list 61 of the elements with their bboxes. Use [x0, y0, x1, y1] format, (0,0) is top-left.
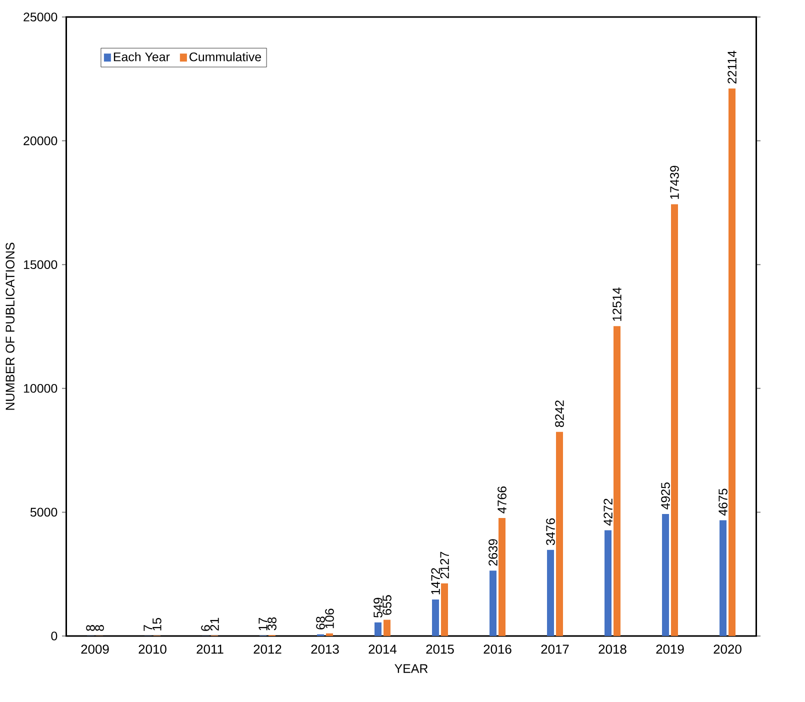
- bar: [728, 88, 736, 636]
- data-label: 12514: [612, 288, 622, 321]
- bar: [326, 633, 333, 636]
- data-label: 655: [382, 595, 392, 615]
- data-label: 22114: [728, 50, 736, 84]
- x-tick-label: 2015: [426, 644, 454, 654]
- bar: [662, 514, 670, 636]
- y-axis-title: NUMBER OF PUBLICATIONS: [6, 242, 15, 410]
- x-tick-label: 2014: [368, 644, 397, 654]
- data-label: 8: [86, 625, 95, 631]
- data-label: 21: [210, 618, 219, 631]
- data-label: 68: [316, 616, 325, 630]
- bar: [604, 530, 612, 636]
- x-tick-label: 2019: [656, 644, 684, 654]
- y-tick-label: 10000: [24, 384, 58, 393]
- data-label: 106: [325, 608, 334, 628]
- x-tick-label: 2010: [138, 644, 166, 654]
- x-tick-label: 2016: [484, 644, 512, 654]
- bar: [490, 570, 497, 636]
- bar: [614, 326, 621, 636]
- y-tick-label: 25000: [24, 12, 58, 22]
- data-label: 1472: [431, 568, 440, 594]
- data-label: 4675: [718, 488, 728, 516]
- data-label: 3476: [546, 518, 555, 546]
- x-tick-label: 2011: [196, 644, 224, 654]
- data-label: 17439: [670, 166, 679, 199]
- data-label: 38: [268, 617, 276, 630]
- x-tick-label: 2018: [598, 644, 626, 654]
- data-label: 6: [201, 625, 210, 631]
- data-label: 15: [152, 618, 162, 630]
- data-label: 8242: [555, 400, 564, 428]
- data-label: 2639: [488, 539, 498, 566]
- bar: [441, 583, 448, 636]
- data-label: 7: [144, 625, 152, 631]
- x-tick-label: 2009: [81, 644, 109, 654]
- x-tick-label: 2012: [254, 644, 282, 654]
- bar: [547, 550, 554, 636]
- legend-label: Each Year: [114, 52, 170, 62]
- data-label: 4272: [604, 498, 612, 526]
- bar: [720, 520, 727, 636]
- y-tick-label: 15000: [24, 260, 58, 270]
- legend-label: Cummulative: [190, 52, 262, 62]
- bar: [498, 518, 506, 636]
- x-tick-label: 2013: [311, 644, 339, 654]
- bar: [556, 432, 564, 636]
- data-label: 4766: [498, 486, 506, 514]
- x-tick-label: 2020: [714, 644, 742, 654]
- data-label: 4925: [661, 482, 670, 510]
- y-tick-label: 0: [51, 632, 58, 640]
- bar: [374, 622, 382, 636]
- x-tick-label: 2017: [541, 644, 569, 654]
- bar: [671, 204, 678, 636]
- data-label: 17: [258, 618, 268, 630]
- bar: [432, 600, 440, 636]
- data-label: 8: [95, 625, 104, 631]
- bar: [384, 620, 390, 636]
- x-axis-title: YEAR: [394, 664, 428, 673]
- y-tick-label: 5000: [30, 508, 58, 517]
- y-tick-label: 20000: [24, 136, 58, 146]
- data-label: 2127: [440, 552, 449, 578]
- data-label: 549: [374, 598, 382, 618]
